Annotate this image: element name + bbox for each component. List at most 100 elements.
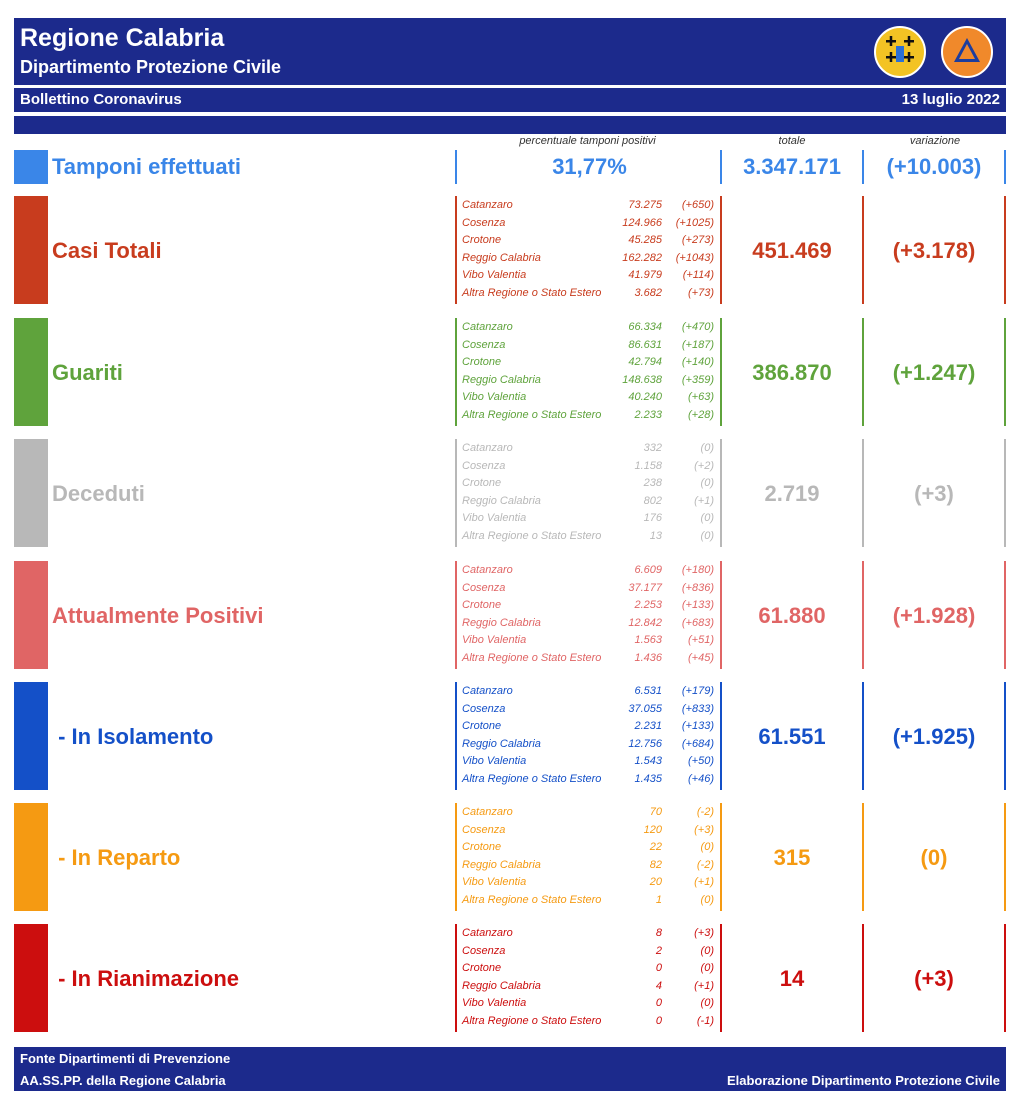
- section-swatch: [14, 682, 48, 790]
- province-row: Vibo Valentia 1.543 (+50): [462, 755, 732, 773]
- province-name: Catanzaro: [462, 321, 513, 333]
- province-change: (+1): [694, 979, 714, 992]
- province-name: Vibo Valentia: [462, 269, 527, 282]
- region-title: Regione Calabria: [20, 24, 225, 52]
- province-value: 0: [655, 962, 662, 975]
- province-change: (0): [700, 442, 714, 454]
- province-name: Catanzaro: [462, 564, 513, 576]
- province-name: Crotone: [462, 962, 502, 975]
- province-change: (+836): [681, 581, 714, 594]
- province-name: Cosenza: [462, 459, 506, 472]
- province-row: Altra Regione o Stato Estero 1 (0): [462, 894, 732, 912]
- province-change: (-2): [696, 806, 714, 818]
- province-name: Cosenza: [462, 944, 506, 957]
- province-name: Vibo Valentia: [462, 876, 527, 889]
- province-value: 1.563: [634, 634, 662, 647]
- province-row: Vibo Valentia 40.240 (+63): [462, 391, 732, 409]
- province-name: Crotone: [462, 720, 502, 733]
- section-total: 61.880: [758, 603, 826, 628]
- province-value: 70: [649, 806, 662, 818]
- province-value: 12.756: [628, 737, 662, 750]
- section-divider: [862, 439, 864, 547]
- province-name: Altra Regione o Stato Estero: [462, 409, 602, 421]
- section-divider: [455, 196, 457, 304]
- bulletin-bar: Bollettino Coronavirus 13 luglio 2022: [14, 88, 1006, 112]
- province-change: (+140): [681, 356, 714, 369]
- province-row: Altra Regione o Stato Estero 13 (0): [462, 530, 732, 548]
- province-change: (+114): [682, 269, 714, 282]
- province-row: Catanzaro 332 (0): [462, 442, 732, 460]
- department-subtitle: Dipartimento Protezione Civile: [20, 57, 282, 77]
- province-change: (+73): [688, 287, 714, 299]
- province-row: Vibo Valentia 1.563 (+51): [462, 634, 732, 652]
- province-change: (+28): [688, 409, 714, 421]
- province-row: Altra Regione o Stato Estero 0 (-1): [462, 1015, 732, 1033]
- province-name: Reggio Calabria: [462, 737, 541, 750]
- province-row: Cosenza 124.966 (+1025): [462, 217, 732, 235]
- section-divider: [862, 561, 864, 669]
- province-change: (+3): [694, 823, 714, 836]
- province-name: Altra Regione o Stato Estero: [462, 530, 602, 542]
- province-change: (+46): [688, 773, 714, 785]
- bulletin-date: 13 luglio 2022: [901, 91, 1000, 108]
- section-row: Casi Totali Catanzaro 73.275 (+650) Cosenza 1…: [14, 196, 1006, 304]
- section-divider: [455, 318, 457, 426]
- section-total: 451.469: [752, 238, 832, 263]
- province-row: Catanzaro 8 (+3): [462, 927, 732, 945]
- section-change: (+3): [914, 966, 954, 991]
- section-divider: [720, 682, 722, 790]
- province-name: Reggio Calabria: [462, 494, 541, 507]
- province-value: 802: [643, 494, 662, 507]
- section-swatch: [14, 561, 48, 669]
- section-divider: [1004, 318, 1006, 426]
- percent-column-header: percentuale tamponi positivi: [519, 135, 656, 147]
- province-name: Reggio Calabria: [462, 979, 541, 992]
- divider-bar: [14, 116, 1006, 134]
- section-divider: [455, 924, 457, 1032]
- province-row: Reggio Calabria 82 (-2): [462, 859, 732, 877]
- footer-credit: Elaborazione Dipartimento Protezione Civ…: [726, 1073, 1000, 1088]
- province-change: (+683): [681, 616, 714, 629]
- province-value: 73.275: [628, 199, 662, 211]
- footer-source-2: AA.SS.PP. della Regione Calabria: [20, 1073, 226, 1088]
- protezione-civile-logo-icon: [941, 26, 993, 78]
- province-value: 176: [643, 512, 662, 525]
- section-divider: [720, 196, 722, 304]
- province-name: Crotone: [462, 841, 502, 854]
- province-row: Crotone 2.253 (+133): [462, 599, 732, 617]
- province-name: Altra Regione o Stato Estero: [462, 1015, 602, 1027]
- province-change: (-1): [696, 1015, 714, 1027]
- section-swatch: [14, 803, 48, 911]
- province-value: 238: [643, 477, 662, 490]
- tamponi-divider: [720, 150, 722, 184]
- province-row: Reggio Calabria 12.842 (+683): [462, 617, 732, 635]
- province-value: 4: [655, 979, 662, 992]
- province-value: 2: [655, 944, 662, 957]
- province-change: (+684): [681, 737, 714, 750]
- change-column-header: variazione: [909, 135, 961, 147]
- province-value: 2.231: [634, 720, 662, 733]
- province-value: 37.055: [628, 702, 662, 715]
- province-change: (+133): [681, 599, 714, 612]
- province-row: Cosenza 120 (+3): [462, 824, 732, 842]
- province-name: Reggio Calabria: [462, 251, 541, 264]
- province-value: 42.794: [628, 356, 662, 369]
- province-row: Crotone 45.285 (+273): [462, 234, 732, 252]
- province-row: Crotone 2.231 (+133): [462, 720, 732, 738]
- section-row: Deceduti Catanzaro 332 (0) Cosenza 1.158 (+2) C…: [14, 439, 1006, 547]
- province-row: Cosenza 37.177 (+836): [462, 582, 732, 600]
- province-row: Altra Regione o Stato Estero 2.233 (+28): [462, 409, 732, 427]
- province-row: Catanzaro 73.275 (+650): [462, 199, 732, 217]
- province-name: Catanzaro: [462, 199, 513, 211]
- province-name: Vibo Valentia: [462, 391, 527, 404]
- province-change: (-2): [696, 858, 714, 871]
- section-swatch: [14, 924, 48, 1032]
- section-divider: [1004, 561, 1006, 669]
- province-value: 120: [643, 823, 662, 836]
- province-row: Catanzaro 70 (-2): [462, 806, 732, 824]
- section-divider: [1004, 803, 1006, 911]
- province-change: (+133): [681, 720, 714, 733]
- province-change: (+1025): [675, 216, 714, 229]
- section-divider: [720, 439, 722, 547]
- province-change: (+180): [681, 564, 714, 576]
